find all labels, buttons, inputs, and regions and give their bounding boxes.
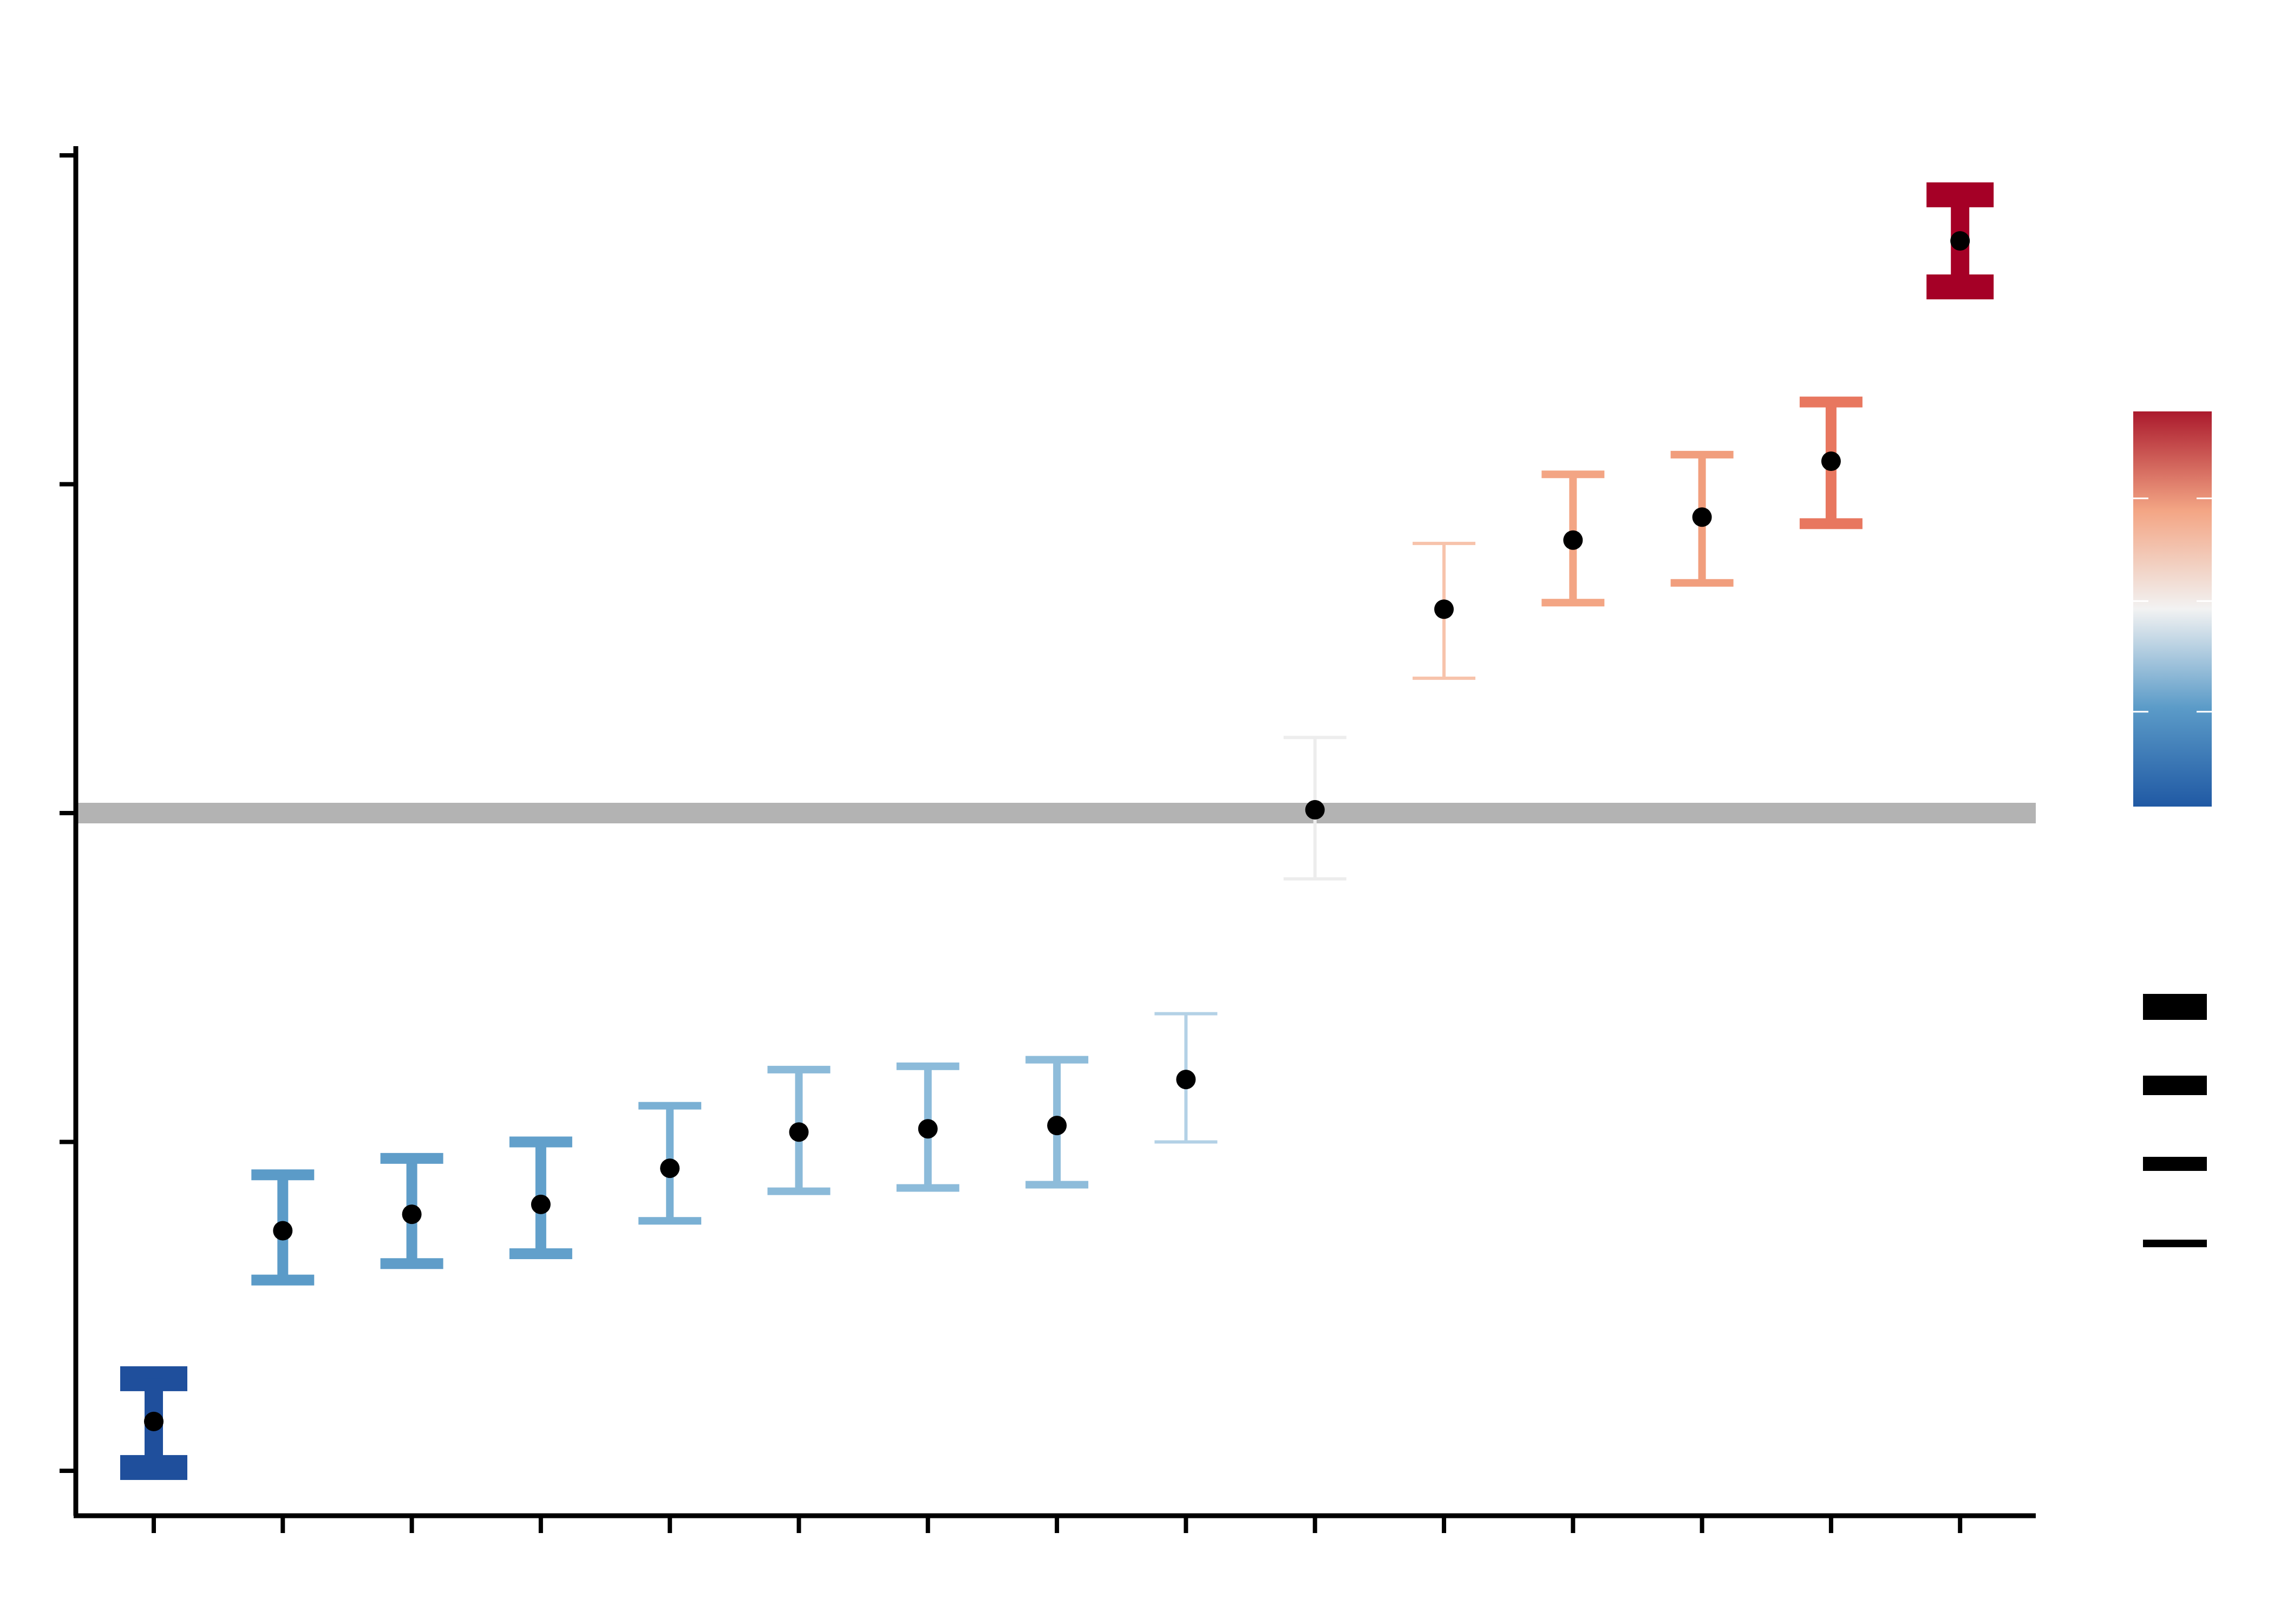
data-point (144, 1411, 164, 1431)
data-point (1434, 599, 1454, 619)
data-point (789, 1122, 809, 1142)
size-legend-key (2143, 1157, 2207, 1171)
data-point (1950, 231, 1970, 251)
data-point (918, 1119, 938, 1139)
error-bar-group (1799, 396, 1863, 529)
data-point (1047, 1116, 1067, 1136)
legend-area (2133, 411, 2212, 1247)
error-bar-group (380, 1152, 443, 1269)
error-bar-group (896, 1062, 959, 1192)
data-point (660, 1158, 680, 1178)
error-bar-group (1025, 1056, 1089, 1189)
error-bar-group (638, 1102, 702, 1225)
colorbar (2133, 411, 2212, 807)
error-bar-group (1413, 541, 1475, 680)
error-bar-group (1670, 450, 1734, 587)
data-point (531, 1194, 551, 1214)
error-bar-group (1541, 470, 1605, 607)
data-point (1821, 451, 1841, 471)
data-point (273, 1221, 293, 1241)
size-legend-key (2143, 1076, 2207, 1095)
error-bar-group (120, 1366, 187, 1480)
error-bar-group (1283, 736, 1347, 881)
size-legend-key (2143, 994, 2207, 1020)
plot-area (60, 146, 2036, 1533)
size-legend-key (2143, 1240, 2207, 1247)
data-point (1305, 800, 1325, 820)
data-point (402, 1204, 422, 1224)
data-point (1176, 1070, 1196, 1090)
data-point (1692, 507, 1712, 527)
error-bar-group (767, 1065, 831, 1195)
data-point (1563, 530, 1583, 550)
error-bar-group (1154, 1012, 1218, 1144)
error-bar-group (251, 1169, 315, 1286)
error-bar-group (1926, 182, 1994, 299)
error-bar-group (509, 1136, 572, 1260)
reference-line (76, 803, 2036, 823)
